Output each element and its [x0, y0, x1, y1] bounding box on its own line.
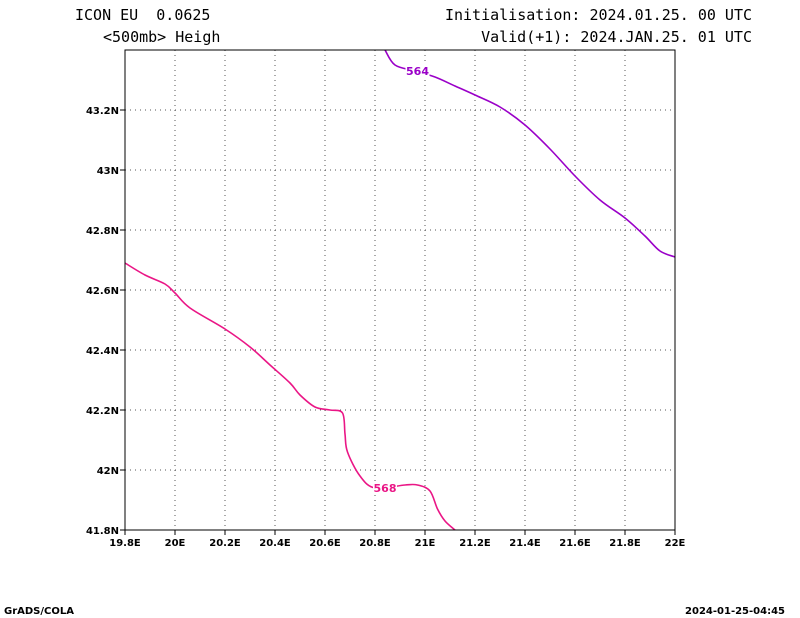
x-tick-label: 20E: [165, 538, 186, 549]
y-tick-label: 42.6N: [86, 286, 119, 297]
field-title: <500mb> Heigh: [103, 28, 220, 46]
contour-layer: 564 568: [124, 49, 676, 531]
contour-label-bg: [405, 64, 430, 77]
contour-label-568: 568: [374, 482, 397, 495]
model-title: ICON EU 0.0625: [75, 6, 210, 24]
contour-label-564: 564: [406, 65, 429, 78]
footer-left: GrADS/COLA: [4, 606, 74, 617]
y-tick-label: 42N: [97, 466, 119, 477]
x-tick-label: 21.4E: [509, 538, 541, 549]
x-tick-label: 21.2E: [459, 538, 491, 549]
y-tick-label: 42.8N: [86, 226, 119, 237]
y-tick-label: 42.4N: [86, 346, 119, 357]
init-time: Initialisation: 2024.01.25. 00 UTC: [445, 6, 752, 24]
y-tick-label: 43N: [97, 166, 119, 177]
contour-line-568: [124, 262, 456, 531]
x-tick-label: 19.8E: [109, 538, 141, 549]
y-tick-label: 42.2N: [86, 406, 119, 417]
x-tick-label: 21.6E: [559, 538, 591, 549]
y-tick-label: 41.8N: [86, 526, 119, 537]
y-tick-label: 43.2N: [86, 106, 119, 117]
valid-time: Valid(+1): 2024.JAN.25. 01 UTC: [481, 28, 752, 46]
x-tick-label: 20.6E: [309, 538, 341, 549]
contour-line-564: [384, 49, 676, 258]
x-tick-label: 20.8E: [359, 538, 391, 549]
x-tick-label: 20.2E: [209, 538, 241, 549]
x-tick-label: 21E: [415, 538, 436, 549]
grid-lines: [125, 50, 675, 530]
x-tick-label: 20.4E: [259, 538, 291, 549]
x-tick-label: 22E: [665, 538, 686, 549]
footer-right: 2024-01-25-04:45: [685, 606, 785, 617]
axis-ticks: 19.8E 20E 20.2E 20.4E 20.6E 20.8E 21E 21.2E 21.4…: [86, 106, 686, 549]
x-tick-label: 21.8E: [609, 538, 641, 549]
contour-label-bg: [373, 481, 397, 494]
